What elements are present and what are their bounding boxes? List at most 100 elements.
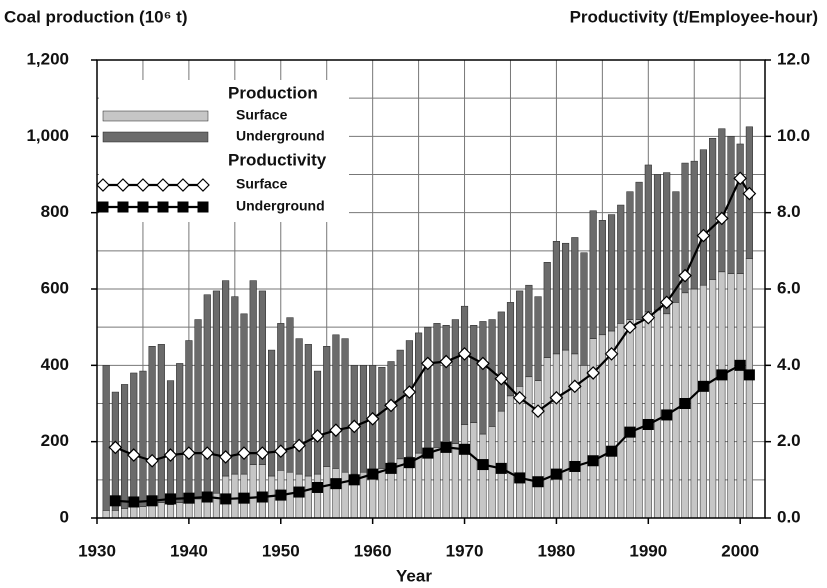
bar [341, 471, 349, 519]
bar [433, 447, 441, 519]
bar [139, 506, 147, 519]
marker [567, 379, 582, 394]
marker [532, 476, 544, 488]
bar [552, 241, 560, 355]
bar [157, 344, 165, 503]
legend-marker [136, 178, 150, 192]
marker [512, 390, 527, 405]
bar [589, 210, 597, 339]
marker [145, 453, 159, 468]
marker [734, 359, 746, 371]
bar [506, 395, 515, 519]
bar [378, 468, 386, 519]
y2-tick-label: 4.0 [777, 355, 801, 374]
marker [420, 356, 435, 371]
marker [661, 409, 673, 421]
bar [295, 338, 303, 475]
marker [365, 411, 380, 426]
marker [256, 491, 268, 503]
x-axis-label: Year [396, 566, 432, 585]
marker [312, 481, 324, 493]
legend-marker [177, 201, 189, 213]
marker [128, 496, 140, 508]
bar [451, 443, 459, 519]
bar [690, 288, 698, 519]
x-tick-label: 1930 [78, 541, 116, 560]
marker [218, 450, 233, 464]
marker [550, 468, 562, 480]
marker [237, 446, 251, 460]
marker [477, 459, 489, 471]
bar [562, 242, 570, 351]
y-tick-label: 200 [41, 431, 69, 450]
marker [126, 448, 141, 462]
bar [497, 311, 505, 412]
legend-marker [117, 201, 129, 213]
y-tick-label: 800 [41, 202, 69, 221]
bar [479, 433, 487, 519]
bar [589, 338, 597, 519]
bar [653, 174, 662, 311]
marker [220, 493, 232, 505]
bar [415, 332, 423, 454]
bar [562, 349, 570, 519]
bar [709, 279, 717, 519]
marker [678, 268, 692, 283]
bar [727, 273, 735, 519]
bar [699, 149, 707, 286]
bar [258, 464, 266, 519]
y2-tick-label: 2.0 [777, 431, 801, 450]
marker [659, 295, 674, 310]
bar [516, 290, 524, 387]
marker [109, 495, 121, 507]
marker [531, 404, 545, 418]
bar [543, 262, 551, 358]
marker [255, 446, 270, 460]
marker [606, 445, 618, 457]
bar [470, 422, 478, 519]
bar [148, 346, 156, 505]
marker [367, 468, 379, 480]
bar [396, 458, 404, 519]
bar [635, 181, 643, 320]
marker [310, 429, 325, 443]
marker [714, 211, 729, 226]
bar [148, 504, 156, 519]
bar [525, 284, 533, 378]
y2-title: Productivity (t/Employee-hour) [570, 7, 818, 26]
marker [183, 492, 195, 504]
bar [121, 508, 129, 519]
marker [200, 446, 215, 460]
bar [460, 424, 469, 519]
marker [293, 486, 305, 498]
bar [516, 386, 524, 519]
bar [718, 128, 726, 273]
y-tick-label: 600 [41, 278, 69, 297]
marker [742, 186, 757, 201]
legend-marker [157, 201, 169, 213]
bar [460, 305, 469, 425]
bar [157, 502, 165, 519]
bar [424, 326, 432, 450]
y2-tick-label: 6.0 [777, 278, 801, 297]
marker [348, 474, 360, 486]
marker [743, 369, 755, 381]
marker [163, 448, 178, 462]
marker [549, 390, 564, 405]
bar [332, 468, 340, 519]
marker [586, 366, 601, 380]
bar [488, 426, 496, 519]
legend-heading: Productivity [228, 150, 327, 169]
marker [275, 489, 287, 501]
bar [176, 363, 184, 503]
legend-marker [176, 178, 190, 192]
bar [304, 475, 312, 519]
bar [139, 370, 147, 507]
bar [644, 164, 652, 313]
bar [231, 473, 239, 519]
bar [736, 273, 744, 519]
x-tick-label: 1990 [629, 541, 667, 560]
legend-label: Surface [236, 176, 288, 192]
marker [182, 446, 196, 460]
y2-tick-label: 10.0 [777, 126, 810, 145]
